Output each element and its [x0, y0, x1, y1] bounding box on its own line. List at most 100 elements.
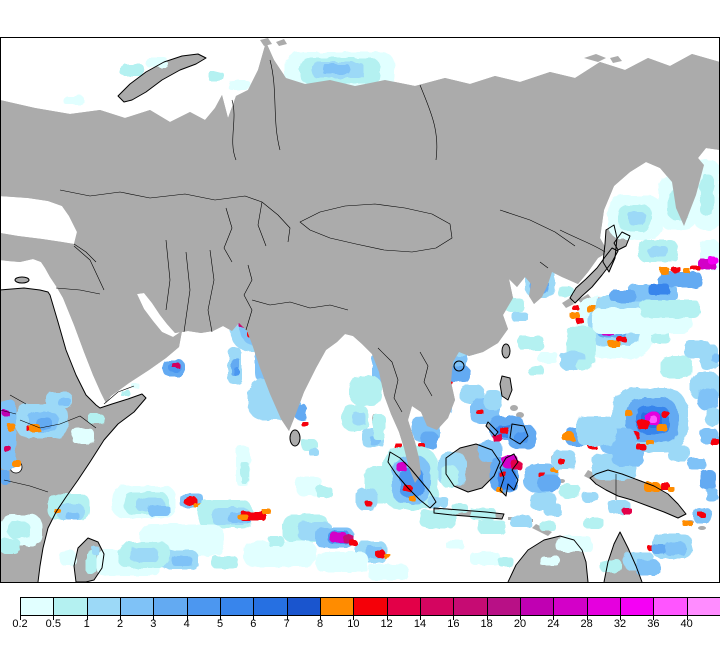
precip-cell: [72, 428, 94, 444]
colorbar-tick: [20, 616, 21, 620]
colorbar-segment: [386, 598, 421, 620]
precip-cell: [556, 536, 592, 552]
precip-cell: [302, 440, 318, 451]
precip-cell: [394, 443, 402, 448]
colorbar-label: 40: [680, 618, 693, 630]
colorbar-label: 28: [580, 618, 593, 630]
precip-cell: [628, 212, 646, 225]
precip-cell: [608, 341, 621, 347]
precip-cell: [350, 376, 382, 406]
colorbar-tick: [653, 616, 655, 620]
colorbar-tick: [353, 616, 355, 620]
precip-cell: [309, 449, 319, 456]
colorbar-segment: [119, 598, 155, 620]
colorbar-tick: [519, 616, 521, 620]
colorbar-label: 8: [316, 618, 324, 630]
colorbar-label: 4: [183, 618, 190, 630]
colorbar-segment: [419, 598, 455, 620]
colorbar-tick: [453, 616, 455, 620]
precip-cell: [652, 544, 666, 554]
colorbar-label: 20: [513, 618, 527, 630]
precip-cell: [510, 516, 532, 527]
colorbar-segment: [20, 598, 55, 620]
colorbar-tick: [419, 616, 421, 620]
precip-cell: [88, 414, 104, 424]
precip-cell: [1, 470, 10, 484]
precip-cell: [409, 496, 416, 501]
precip-cell: [130, 548, 158, 562]
precip-cell: [694, 266, 700, 270]
precip-cell: [656, 424, 667, 431]
colorbar-segment: [653, 598, 688, 620]
precip-cell: [442, 466, 458, 488]
precip-cell: [660, 356, 692, 378]
precip-cell: [649, 416, 657, 423]
precip-cell: [184, 497, 197, 505]
colorbar-segment: [453, 598, 488, 620]
precip-cell: [452, 504, 468, 513]
precip-cell: [212, 556, 238, 569]
precip-cell: [584, 518, 604, 529]
colorbar-tick: [53, 616, 55, 620]
colorbar-tick: [286, 616, 288, 620]
precip-cell: [644, 482, 660, 492]
precip-cell: [228, 80, 250, 90]
coastline-layer: [1, 41, 719, 582]
precip-cell: [470, 552, 500, 565]
precip-cell: [366, 502, 373, 507]
precip-cell: [484, 390, 502, 410]
precip-cell: [662, 412, 670, 418]
precip-cell: [637, 420, 650, 429]
colorbar-label: 0.5: [45, 618, 61, 630]
precip-cell: [132, 384, 140, 389]
colorbar-label: 2: [116, 618, 124, 630]
precip-cell: [576, 416, 616, 446]
precip-cell: [172, 363, 180, 368]
precip-cell: [664, 542, 686, 555]
colorbar-segment: [486, 598, 521, 620]
colorbar-segment: [586, 598, 621, 620]
precip-cell: [316, 486, 332, 498]
precip-cell: [208, 72, 224, 81]
colorbar-label: 7: [283, 618, 290, 630]
precip-cell: [498, 558, 514, 566]
precip-cell: [668, 487, 675, 492]
precip-cell: [148, 505, 170, 516]
colorbar-tick: [86, 616, 88, 620]
precip-cell: [172, 556, 192, 566]
precip-cell: [528, 366, 544, 375]
precip-cell: [373, 414, 385, 440]
colorbar-segment: [519, 598, 555, 620]
colorbar-segment: [53, 598, 88, 620]
precip-cell: [446, 540, 464, 549]
precip-cell: [617, 336, 626, 342]
colorbar-labels: 0.2 0.5 1 2 3 4 5 6 7 8 10 12 14 16 18 20 24 28 32 36 40: [0, 618, 720, 634]
precip-cell: [538, 352, 558, 363]
precip-cell: [2, 410, 9, 416]
precip-cell: [682, 520, 692, 526]
colorbar-tick: [486, 616, 488, 620]
precip-cell: [296, 476, 322, 496]
precip-cell: [576, 318, 584, 324]
colorbar-label: 1: [83, 618, 90, 630]
precip-cell: [420, 510, 456, 528]
precip-cell: [708, 257, 718, 264]
precip-cell: [330, 532, 347, 543]
colorbar-segment: [553, 598, 588, 620]
precip-cell: [120, 64, 144, 76]
precip-cell: [421, 432, 438, 448]
precip-cell: [706, 408, 719, 426]
colorbar: [20, 597, 720, 620]
colorbar-label: 36: [647, 618, 660, 630]
precip-cell: [500, 427, 509, 434]
colorbar-tick: [253, 616, 255, 620]
precip-cell: [622, 508, 632, 514]
precip-cell: [1, 400, 16, 470]
colorbar-segment: [153, 598, 188, 620]
precip-cell: [120, 390, 130, 396]
colorbar-label: 24: [547, 618, 560, 630]
precip-cell: [648, 246, 668, 257]
precip-cell: [712, 354, 719, 363]
